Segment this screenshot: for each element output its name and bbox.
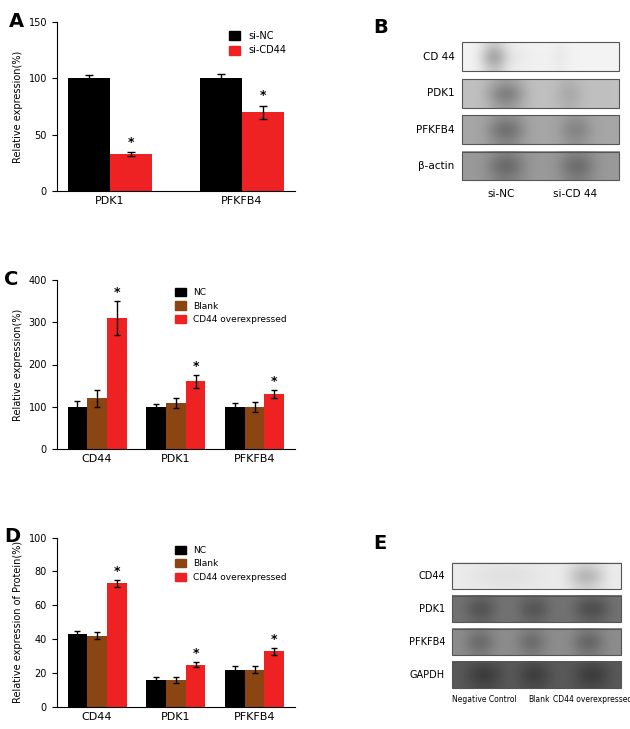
Text: CD44: CD44	[418, 571, 445, 581]
Text: B: B	[374, 18, 388, 37]
Text: si-NC: si-NC	[488, 189, 515, 199]
Text: PDK1: PDK1	[427, 88, 455, 98]
Bar	[87, 636, 107, 707]
Bar	[110, 154, 152, 192]
Bar	[67, 407, 87, 449]
Text: Blank: Blank	[529, 695, 550, 704]
Bar	[107, 318, 127, 449]
Text: *: *	[271, 633, 277, 646]
Bar	[146, 680, 166, 707]
Bar	[107, 583, 127, 707]
Bar	[200, 79, 242, 192]
Text: D: D	[4, 527, 20, 546]
Bar	[166, 402, 186, 449]
Bar	[186, 665, 205, 707]
Bar	[265, 394, 284, 449]
Text: *: *	[260, 89, 266, 102]
Text: *: *	[113, 565, 120, 578]
Text: β-actin: β-actin	[418, 161, 455, 171]
Text: *: *	[192, 647, 198, 660]
Text: *: *	[113, 286, 120, 299]
Text: Negative Control: Negative Control	[452, 695, 517, 704]
Y-axis label: Relative expression of Protein(%): Relative expression of Protein(%)	[13, 541, 23, 703]
Bar	[244, 670, 265, 707]
Bar	[87, 399, 107, 449]
Text: PFKFB4: PFKFB4	[416, 125, 455, 135]
Text: C: C	[4, 270, 19, 289]
Bar	[225, 670, 244, 707]
Text: *: *	[192, 360, 198, 373]
Bar	[67, 79, 110, 192]
Bar	[244, 408, 265, 449]
Text: GAPDH: GAPDH	[410, 671, 445, 680]
Bar	[146, 407, 166, 449]
Text: E: E	[374, 534, 387, 553]
Bar	[166, 680, 186, 707]
Y-axis label: Relative expression(%): Relative expression(%)	[13, 308, 23, 421]
Bar	[67, 634, 87, 707]
Bar	[265, 651, 284, 707]
Text: A: A	[9, 12, 24, 31]
Bar	[242, 112, 284, 192]
Text: *: *	[128, 136, 134, 149]
Legend: si-NC, si-CD44: si-NC, si-CD44	[225, 27, 290, 59]
Legend: NC, Blank, CD44 overexpressed: NC, Blank, CD44 overexpressed	[171, 542, 290, 585]
Text: si-CD 44: si-CD 44	[553, 189, 597, 199]
Y-axis label: Relative expression(%): Relative expression(%)	[13, 50, 23, 163]
Text: PFKFB4: PFKFB4	[408, 637, 445, 647]
Text: CD 44: CD 44	[423, 52, 455, 62]
Legend: NC, Blank, CD44 overexpressed: NC, Blank, CD44 overexpressed	[171, 284, 290, 328]
Text: CD44 overexpressed: CD44 overexpressed	[553, 695, 630, 704]
Bar	[225, 407, 244, 449]
Text: *: *	[271, 375, 277, 388]
Text: PDK1: PDK1	[419, 604, 445, 614]
Bar	[186, 381, 205, 449]
